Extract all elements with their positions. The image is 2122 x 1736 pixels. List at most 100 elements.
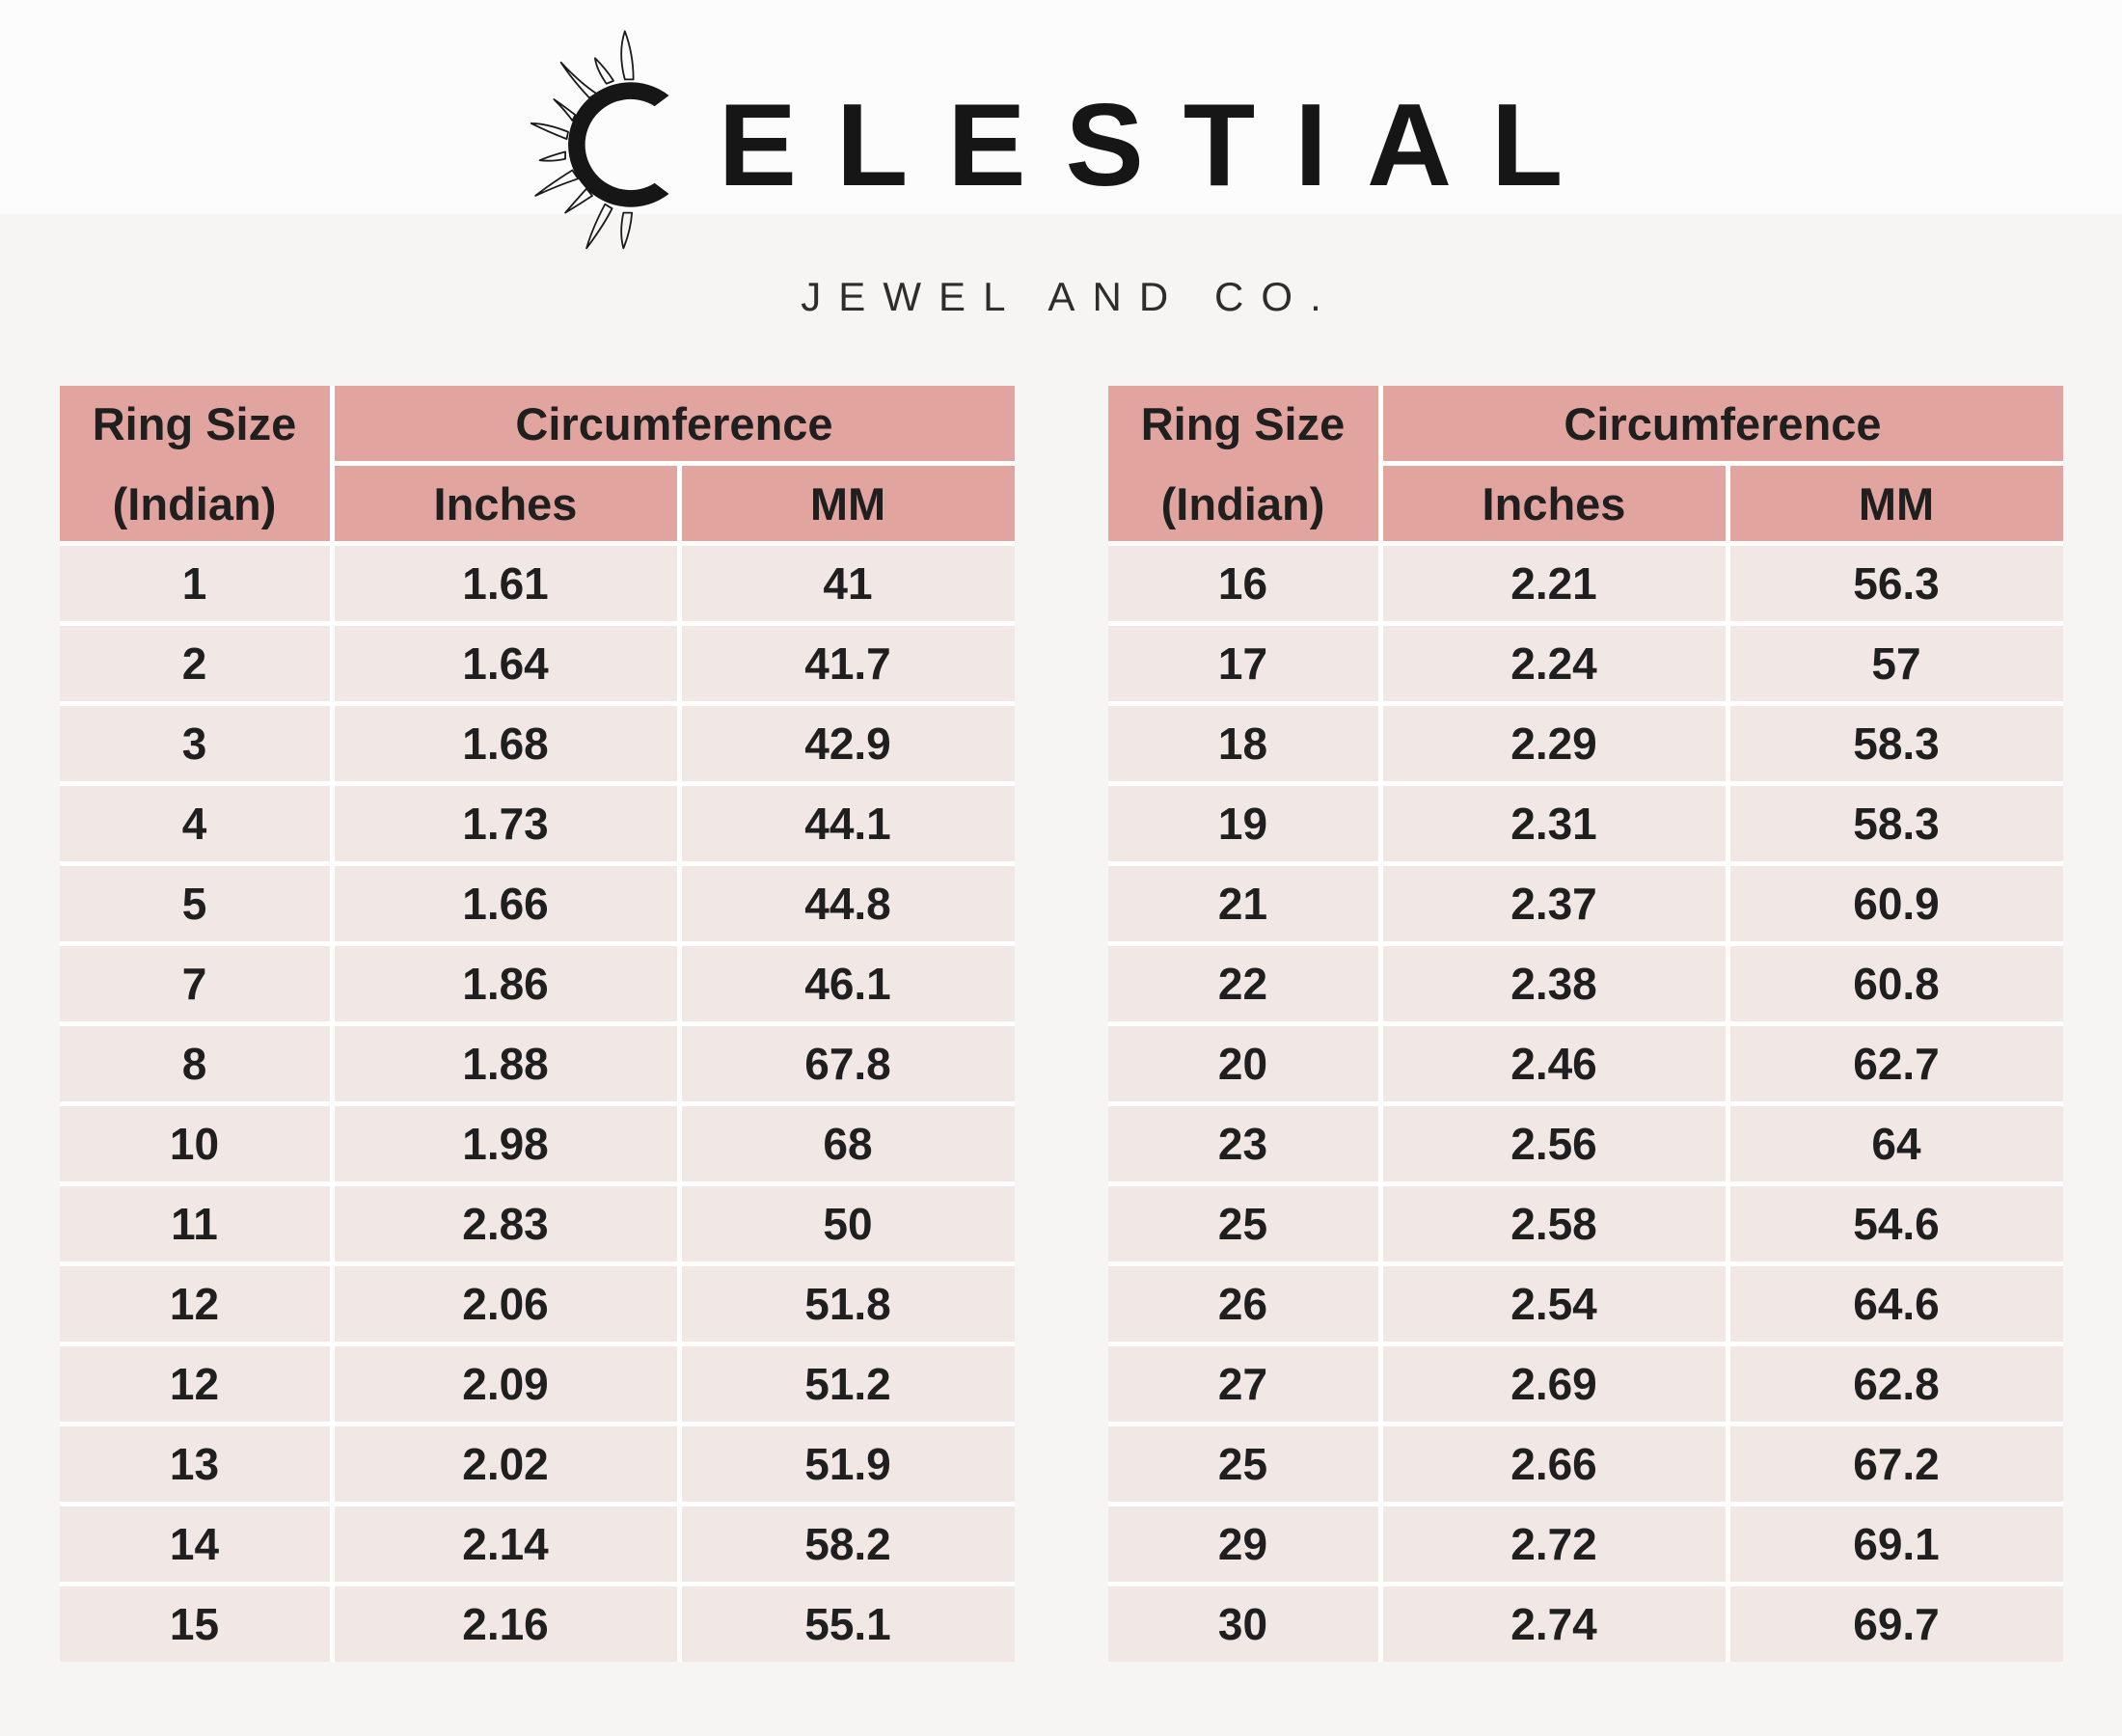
inches-cell: 2.14 [334,1506,677,1582]
inches-cell: 2.66 [1382,1426,1726,1502]
mm-cell: 51.8 [681,1266,1015,1342]
ring-size-cell: 12 [59,1266,330,1342]
ring-size-header-line2: (Indian) [1160,477,1325,529]
mm-header: MM [1729,466,2063,541]
inches-cell: 2.09 [334,1346,677,1422]
ring-size-table-left: Ring Size (Indian) Circumference Inches … [59,386,1015,1662]
ring-size-cell: 5 [59,866,330,941]
mm-cell: 44.1 [681,786,1015,861]
inches-cell: 2.58 [1382,1186,1726,1261]
ring-size-cell: 19 [1107,786,1378,861]
ring-size-cell: 10 [59,1106,330,1181]
mm-cell: 41.7 [681,626,1015,701]
mm-cell: 69.1 [1729,1506,2063,1582]
mm-cell: 56.3 [1729,546,2063,621]
size-charts: Ring Size (Indian) Circumference Inches … [0,386,2122,1662]
mm-cell: 58.3 [1729,706,2063,781]
mm-cell: 46.1 [681,946,1015,1021]
inches-cell: 2.16 [334,1587,677,1662]
mm-cell: 58.2 [681,1506,1015,1582]
inches-cell: 2.29 [1382,706,1726,781]
ring-size-cell: 23 [1107,1106,1378,1181]
mm-cell: 57 [1729,626,2063,701]
inches-cell: 2.38 [1382,946,1726,1021]
inches-cell: 2.54 [1382,1266,1726,1342]
mm-cell: 54.6 [1729,1186,2063,1261]
mm-cell: 60.9 [1729,866,2063,941]
ring-size-cell: 14 [59,1506,330,1582]
ring-size-cell: 15 [59,1587,330,1662]
inches-cell: 2.69 [1382,1346,1726,1422]
ring-size-cell: 3 [59,706,330,781]
inches-cell: 1.61 [334,546,677,621]
inches-cell: 2.02 [334,1426,677,1502]
ring-size-table-right: Ring Size (Indian) Circumference Inches … [1107,386,2063,1662]
mm-cell: 67.8 [681,1026,1015,1101]
inches-cell: 2.74 [1382,1587,1726,1662]
ring-size-header: Ring Size (Indian) [1107,386,1378,541]
inches-cell: 2.37 [1382,866,1726,941]
ring-size-cell: 18 [1107,706,1378,781]
inches-cell: 2.06 [334,1266,677,1342]
inches-cell: 1.98 [334,1106,677,1181]
inches-header: Inches [334,466,677,541]
brand-wordmark: ELESTIAL [520,29,1603,260]
ring-size-cell: 1 [59,546,330,621]
inches-cell: 1.86 [334,946,677,1021]
mm-cell: 68 [681,1106,1015,1181]
ring-size-cell: 12 [59,1346,330,1422]
ring-size-cell: 30 [1107,1587,1378,1662]
circumference-header: Circumference [334,386,1015,461]
inches-cell: 2.24 [1382,626,1726,701]
ring-size-cell: 27 [1107,1346,1378,1422]
ring-size-cell: 17 [1107,626,1378,701]
ring-size-cell: 22 [1107,946,1378,1021]
mm-cell: 51.9 [681,1426,1015,1502]
ring-size-cell: 7 [59,946,330,1021]
ring-size-cell: 25 [1107,1426,1378,1502]
inches-cell: 1.73 [334,786,677,861]
mm-cell: 55.1 [681,1587,1015,1662]
inches-cell: 2.72 [1382,1506,1726,1582]
mm-cell: 41 [681,546,1015,621]
mm-cell: 67.2 [1729,1426,2063,1502]
mm-cell: 51.2 [681,1346,1015,1422]
ring-size-cell: 4 [59,786,330,861]
mm-cell: 64 [1729,1106,2063,1181]
ring-size-header-line2: (Indian) [112,477,277,529]
mm-cell: 58.3 [1729,786,2063,861]
inches-cell: 2.83 [334,1186,677,1261]
inches-cell: 2.31 [1382,786,1726,861]
ring-size-header-line1: Ring Size [92,397,297,449]
ring-size-header-line1: Ring Size [1140,397,1346,449]
brand-logo: ELESTIAL JEWEL AND CO. [0,29,2122,320]
circumference-header: Circumference [1382,386,2063,461]
mm-cell: 42.9 [681,706,1015,781]
ring-size-cell: 2 [59,626,330,701]
mm-cell: 62.7 [1729,1026,2063,1101]
ring-size-cell: 16 [1107,546,1378,621]
inches-cell: 1.68 [334,706,677,781]
inches-cell: 1.66 [334,866,677,941]
ring-size-cell: 25 [1107,1186,1378,1261]
inches-cell: 1.88 [334,1026,677,1101]
brand-wordmark-text: ELESTIAL [718,79,1603,210]
ring-size-cell: 13 [59,1426,330,1502]
ring-size-header: Ring Size (Indian) [59,386,330,541]
mm-cell: 64.6 [1729,1266,2063,1342]
inches-cell: 1.64 [334,626,677,701]
ring-size-cell: 8 [59,1026,330,1101]
ring-size-cell: 11 [59,1186,330,1261]
ring-size-cell: 29 [1107,1506,1378,1582]
ring-size-cell: 20 [1107,1026,1378,1101]
mm-cell: 60.8 [1729,946,2063,1021]
inches-cell: 2.46 [1382,1026,1726,1101]
brand-tagline: JEWEL AND CO. [801,274,1339,319]
mm-cell: 44.8 [681,866,1015,941]
mm-cell: 62.8 [1729,1346,2063,1422]
mm-cell: 50 [681,1186,1015,1261]
ring-size-cell: 21 [1107,866,1378,941]
inches-cell: 2.56 [1382,1106,1726,1181]
sun-crescent-icon [520,24,669,265]
inches-header: Inches [1382,466,1726,541]
